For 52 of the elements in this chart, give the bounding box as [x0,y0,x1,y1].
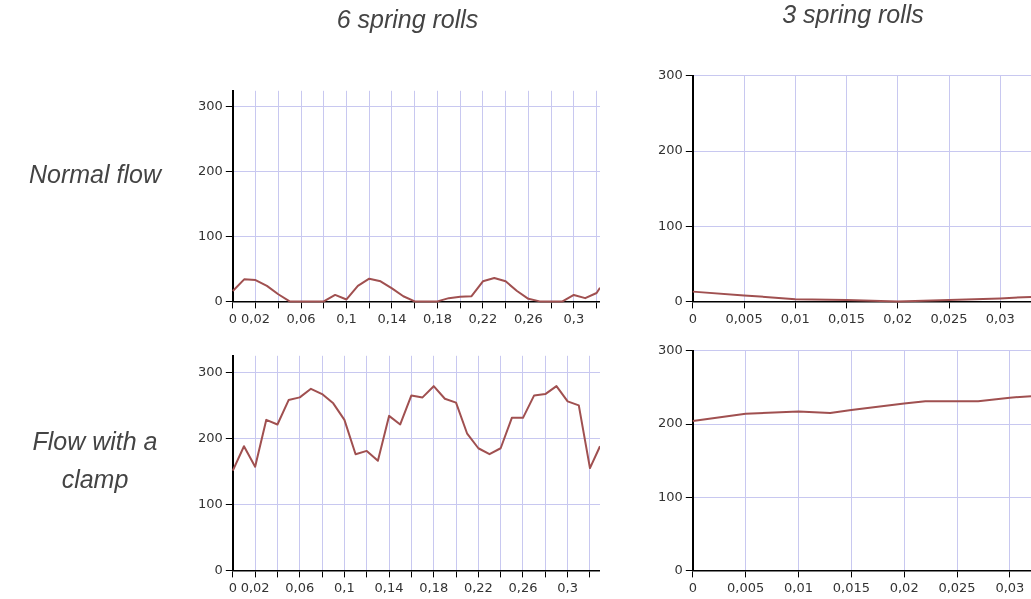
chart-title: 6 spring rolls [335,5,480,34]
x-tick-label: 0 [688,310,697,326]
y-tick-label: 0 [674,561,683,577]
y-tick-label: 0 [674,292,683,308]
x-tick-label: 0,1 [334,579,355,595]
x-tick-label: 0 [688,579,697,595]
y-tick-label: 300 [197,98,223,114]
x-tick-label: 0,025 [930,310,968,326]
x-tick-label: 0,06 [285,579,315,595]
x-tick-label: 0,14 [377,310,407,326]
x-tick-label: 0,015 [827,310,866,326]
x-tick-label: 0,01 [780,310,810,326]
x-tick-label: 0,02 [241,310,271,326]
x-tick-label: 0,3 [557,579,578,595]
y-axis-title: Flow with a clamp [31,426,159,495]
y-tick-label: 300 [657,342,683,358]
x-tick-label: 0,14 [374,579,404,595]
y-axis-title: Normal flow [28,159,163,190]
x-tick-label: 0,18 [419,579,449,595]
y-tick-label: 200 [657,142,683,158]
x-tick-label: 0 [228,310,237,326]
x-tick-label: 0,02 [240,579,270,595]
x-tick-label: 0 [228,579,237,595]
x-tick-label: 0,005 [727,579,765,595]
y-tick-label: 300 [657,67,683,83]
x-tick-label: 0,015 [832,579,870,595]
x-tick-label: 0,22 [463,579,493,595]
x-tick-label: 0,26 [513,310,543,326]
x-tick-label: 0,1 [336,310,357,326]
x-tick-label: 0,06 [286,310,316,326]
x-tick-label: 0,01 [784,579,813,595]
x-tick-label: 0,26 [508,579,538,595]
x-tick-label: 0,03 [995,579,1025,595]
x-tick-label: 0,005 [725,310,763,326]
y-tick-label: 100 [657,217,683,233]
x-tick-label: 0,02 [883,310,913,326]
y-tick-label: 100 [197,227,223,243]
x-tick-label: 0,22 [468,310,498,326]
x-tick-label: 0,3 [563,310,585,326]
y-tick-label: 200 [197,163,223,179]
y-tick-label: 200 [197,429,223,445]
y-tick-label: 0 [214,292,223,308]
y-tick-label: 200 [657,415,683,431]
y-tick-label: 0 [214,561,223,577]
y-tick-label: 300 [197,363,223,379]
chart-title: 3 spring rolls [781,0,925,29]
x-tick-label: 0,02 [889,579,919,595]
y-tick-label: 100 [197,495,223,511]
x-tick-label: 0,025 [938,579,976,595]
x-tick-label: 0,18 [422,310,452,326]
y-tick-label: 100 [657,488,683,504]
x-tick-label: 0,03 [985,310,1015,326]
